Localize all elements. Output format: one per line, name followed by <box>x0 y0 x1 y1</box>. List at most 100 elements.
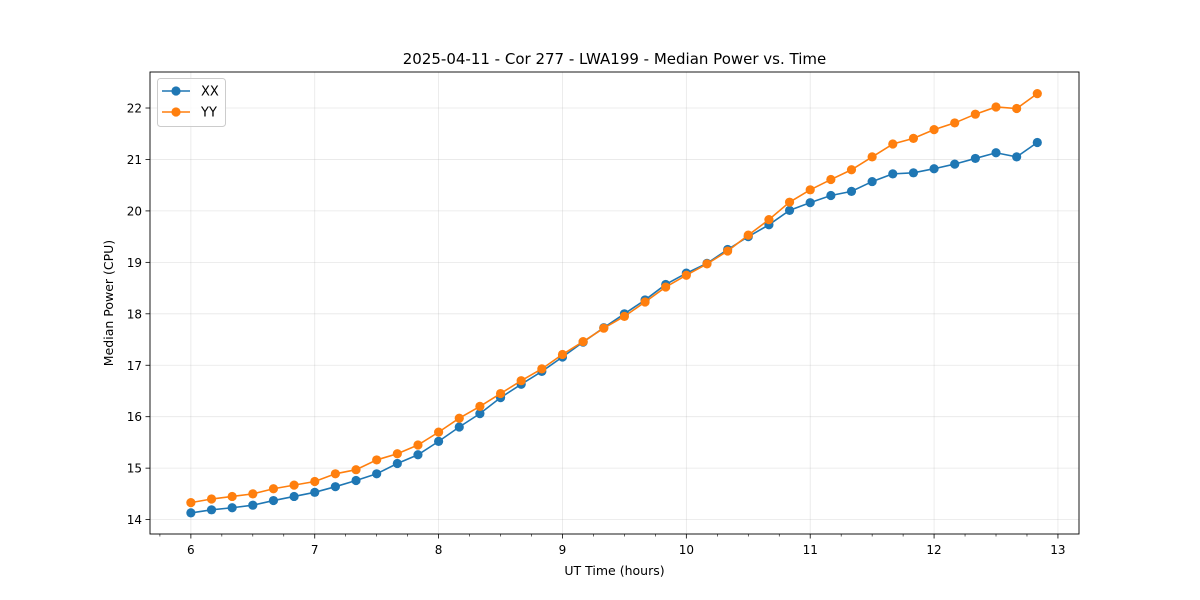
legend-item-yy: YY <box>162 106 217 121</box>
series-layer <box>186 89 1042 518</box>
legend-label: YY <box>200 106 217 121</box>
data-point-xx <box>454 422 464 432</box>
data-point-yy <box>475 401 485 412</box>
data-point-yy <box>1012 103 1022 114</box>
data-point-xx <box>227 503 237 513</box>
data-point-xx <box>1032 137 1042 148</box>
data-point-yy <box>372 455 382 465</box>
data-point-xx <box>268 495 279 506</box>
data-point-yy <box>289 480 299 490</box>
y-tick-label: 14 <box>127 513 142 527</box>
data-point-xx <box>372 469 382 479</box>
data-point-xx <box>351 475 361 486</box>
data-point-yy <box>743 230 753 240</box>
data-point-xx <box>248 500 258 510</box>
data-point-yy <box>702 259 712 269</box>
data-point-xx <box>1012 152 1022 162</box>
data-point-yy <box>537 364 547 374</box>
data-point-yy <box>908 133 919 143</box>
data-point-yy <box>434 427 444 437</box>
data-point-yy <box>970 109 980 119</box>
legend-item-xx: XX <box>162 85 219 100</box>
y-tick-label: 21 <box>127 153 142 167</box>
data-point-yy <box>351 465 361 475</box>
y-tick-label: 19 <box>127 256 142 270</box>
data-point-yy <box>826 174 836 185</box>
data-point-yy <box>413 440 423 450</box>
series-line-xx <box>190 141 1038 514</box>
data-point-xx <box>888 169 898 179</box>
data-point-xx <box>908 168 919 178</box>
x-tick-label: 6 <box>187 543 195 557</box>
x-tick-label: 9 <box>559 543 567 557</box>
data-point-yy <box>516 376 526 386</box>
data-point-yy <box>805 185 815 195</box>
plot-frame <box>149 71 1080 535</box>
data-point-xx <box>392 458 402 469</box>
x-tick-label: 12 <box>926 543 941 557</box>
data-point-yy <box>764 215 774 225</box>
data-point-yy <box>723 246 733 256</box>
data-point-xx <box>310 487 320 497</box>
y-tick-label: 20 <box>127 204 142 218</box>
data-point-yy <box>578 336 588 347</box>
data-point-yy <box>867 152 877 162</box>
data-point-yy <box>495 388 506 399</box>
x-tick-label: 10 <box>679 543 694 557</box>
data-point-yy <box>846 165 857 175</box>
series-line-yy <box>190 92 1038 504</box>
x-tick-label: 8 <box>435 543 443 557</box>
legend-marker <box>171 86 181 96</box>
data-point-xx <box>413 450 423 460</box>
data-point-yy <box>950 118 960 128</box>
y-axis-label: Median Power (CPU) <box>101 240 116 366</box>
legend: XX YY <box>157 78 226 127</box>
y-tick-label: 18 <box>127 307 142 321</box>
data-point-yy <box>330 469 340 479</box>
x-tick-label: 13 <box>1050 543 1065 557</box>
grid <box>150 72 1079 534</box>
data-point-xx <box>186 508 196 518</box>
data-point-yy <box>661 282 671 292</box>
chart-title: 2025-04-11 - Cor 277 - LWA199 - Median P… <box>403 50 827 68</box>
data-point-yy <box>619 311 630 321</box>
data-point-yy <box>392 449 402 459</box>
data-point-xx <box>929 164 939 174</box>
data-point-xx <box>970 153 980 164</box>
y-tick-label: 17 <box>127 359 142 373</box>
x-tick-label: 11 <box>803 543 818 557</box>
data-point-yy <box>599 323 609 333</box>
data-point-xx <box>991 148 1001 158</box>
series-yy <box>186 89 1042 508</box>
data-point-xx <box>434 436 444 446</box>
data-point-xx <box>330 482 340 492</box>
data-point-yy <box>929 125 939 135</box>
data-point-xx <box>846 186 857 196</box>
data-point-xx <box>867 176 877 187</box>
y-tick-label: 16 <box>127 410 142 424</box>
data-point-yy <box>640 297 650 307</box>
data-point-yy <box>784 197 795 207</box>
x-axis-label: UT Time (hours) <box>564 563 664 578</box>
data-point-yy <box>557 349 568 360</box>
legend-label: XX <box>201 85 219 100</box>
data-point-xx <box>805 198 815 208</box>
data-point-yy <box>186 498 196 508</box>
data-point-xx <box>950 159 960 169</box>
x-axis: 6 7 8 9 10 11 12 13 <box>159 534 1066 557</box>
data-point-yy <box>248 489 258 499</box>
data-point-yy <box>1032 89 1042 99</box>
data-point-yy <box>310 476 320 487</box>
data-point-xx <box>206 505 217 515</box>
y-tick-label: 22 <box>127 102 142 116</box>
data-point-yy <box>991 102 1001 112</box>
data-point-xx <box>784 205 795 215</box>
y-axis: 14 15 16 17 18 19 20 21 22 <box>127 102 150 527</box>
data-point-yy <box>227 491 237 502</box>
data-point-xx <box>826 190 836 201</box>
x-tick-label: 7 <box>311 543 319 557</box>
data-point-yy <box>268 484 279 494</box>
data-point-yy <box>206 494 217 504</box>
legend-marker <box>171 107 181 117</box>
